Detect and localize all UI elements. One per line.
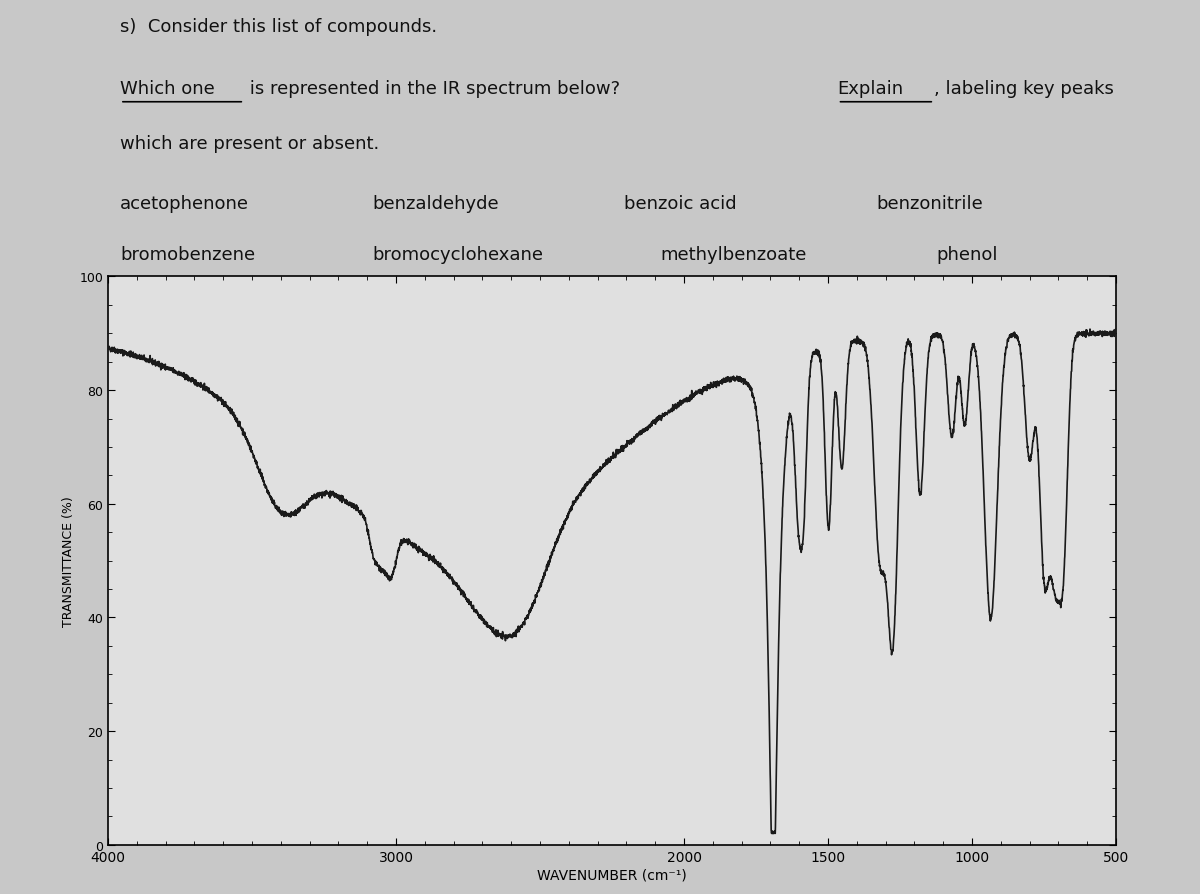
Text: methylbenzoate: methylbenzoate [660, 245, 806, 264]
Text: Which one: Which one [120, 80, 215, 98]
Text: acetophenone: acetophenone [120, 195, 250, 214]
Text: bromobenzene: bromobenzene [120, 245, 256, 264]
Text: benzoic acid: benzoic acid [624, 195, 737, 214]
Text: bromocyclohexane: bromocyclohexane [372, 245, 542, 264]
Text: , labeling key peaks: , labeling key peaks [934, 80, 1114, 98]
Text: benzonitrile: benzonitrile [876, 195, 983, 214]
X-axis label: WAVENUMBER (cm⁻¹): WAVENUMBER (cm⁻¹) [538, 868, 686, 881]
Text: benzaldehyde: benzaldehyde [372, 195, 499, 214]
Text: Explain: Explain [838, 80, 904, 98]
Text: which are present or absent.: which are present or absent. [120, 135, 379, 153]
Text: is represented in the IR spectrum below?: is represented in the IR spectrum below? [245, 80, 632, 98]
Y-axis label: TRANSMITTANCE (%): TRANSMITTANCE (%) [62, 495, 76, 627]
Text: phenol: phenol [936, 245, 997, 264]
Text: s)  Consider this list of compounds.: s) Consider this list of compounds. [120, 18, 437, 36]
